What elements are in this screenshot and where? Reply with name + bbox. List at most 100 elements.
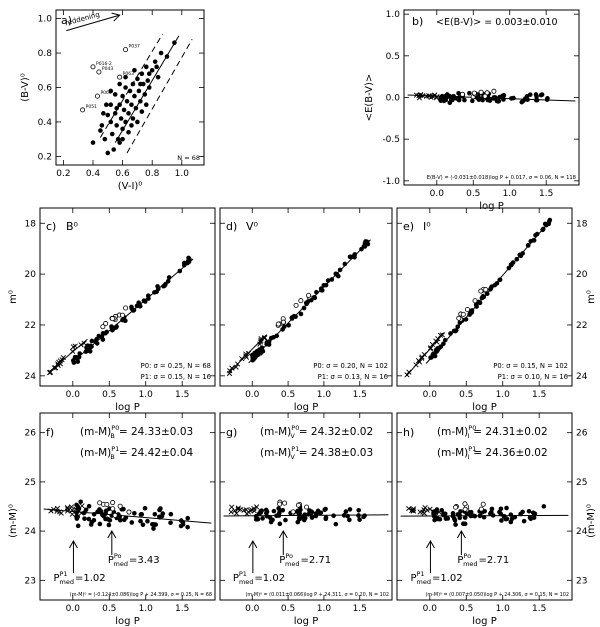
data-point-p1 [413, 92, 420, 98]
arrow-head [111, 12, 121, 22]
data-point [112, 92, 118, 97]
data-point [271, 508, 277, 514]
data-point [352, 254, 357, 260]
data-point [512, 514, 518, 520]
data-point [477, 513, 483, 519]
data-point [488, 287, 493, 292]
data-point [325, 278, 331, 283]
x-tick-label: 1.5 [532, 604, 546, 614]
data-point-open [94, 93, 100, 99]
y-tick-label: 20 [576, 270, 588, 280]
stats-p0: P0: σ = 0.20, N = 102 [313, 362, 388, 370]
data-point-p1 [233, 364, 239, 370]
data-point [518, 511, 523, 517]
data-point-p1 [253, 504, 260, 510]
data-point-open [460, 311, 466, 317]
plot-area [223, 499, 389, 527]
data-point [495, 99, 501, 104]
data-point-p1 [404, 372, 410, 378]
dm-sub: I [467, 453, 469, 461]
data-point [542, 221, 548, 227]
data-point [312, 295, 318, 301]
panel-title: <E(B-V)> = 0.003±0.010 [436, 17, 558, 28]
data-point [309, 515, 315, 520]
data-point [91, 511, 97, 517]
data-point [185, 524, 190, 530]
panel-d: 0.0 0.5 1.0 1.5 log P d) V⁰ P0: σ = 0.20, N = 1… [219, 207, 393, 413]
pmed-super: P1 [59, 570, 67, 578]
dm-sub: B [110, 432, 114, 440]
data-point [337, 267, 343, 273]
dm-super: P1 [291, 445, 299, 453]
data-point [455, 512, 461, 517]
data-point-p1 [247, 508, 253, 514]
data-point [74, 514, 79, 519]
x-tick-label: 0.5 [102, 390, 116, 400]
pmed-super: P1 [416, 570, 424, 578]
x-axis-label: log P [294, 402, 318, 413]
pmed-p: P [108, 555, 114, 566]
data-point-p1 [427, 506, 433, 512]
data-point [527, 92, 533, 97]
data-point [126, 111, 131, 116]
data-point [321, 283, 327, 288]
data-point [506, 265, 512, 271]
data-point [428, 355, 433, 360]
data-point [528, 238, 534, 244]
data-point [178, 518, 184, 523]
dm-sub: I [467, 432, 469, 440]
y-axis-label: m⁰ [586, 290, 597, 304]
data-point [86, 503, 92, 509]
data-point [494, 281, 500, 286]
data-point [120, 93, 125, 99]
data-point [89, 519, 95, 525]
data-point [163, 281, 168, 287]
data-point [143, 64, 149, 70]
data-point [137, 304, 143, 309]
data-point [83, 507, 89, 513]
data-point [129, 102, 134, 108]
panel-c: 0.0 0.5 1.0 1.5 18 20 22 24 log P c) B⁰ m⁰ P0: σ = 0… [8, 207, 216, 413]
y-tick-label: 26 [25, 429, 37, 439]
data-point [129, 520, 135, 525]
band-label: B⁰ [66, 220, 79, 233]
y-tick-label: 25 [25, 478, 36, 488]
data-point [517, 252, 523, 258]
data-point [106, 522, 112, 528]
data-point [514, 256, 520, 262]
x-tick-label: 0.5 [281, 604, 295, 614]
data-point-p1 [420, 92, 426, 99]
data-point [439, 508, 445, 513]
x-tick-label: 0.5 [459, 604, 473, 614]
dm-prefix: (m-M) [437, 426, 468, 438]
star-label: P016-2 [96, 61, 112, 67]
data-point [462, 97, 467, 103]
data-point [98, 128, 103, 133]
data-point-open [119, 312, 125, 318]
y-tick-label: 26 [576, 429, 588, 439]
data-point [522, 96, 528, 101]
data-point [153, 522, 159, 527]
data-point [105, 150, 111, 156]
pmed-label: PPo med=3.43 [108, 552, 160, 568]
dm-prefix: (m-M) [260, 426, 291, 438]
fit-text: (m-M)⁰ = (0.011±0.066)log P + 24.311, σ … [245, 592, 389, 598]
band-label: V⁰ [246, 220, 259, 233]
dm-text: (m-M)P0 I = 24.31±0.02 [437, 424, 548, 440]
data-point-p1 [413, 362, 419, 368]
pmed-sub: med [417, 578, 431, 586]
star-label: P069 [100, 90, 111, 96]
data-point [488, 511, 493, 516]
data-point-p1 [69, 511, 75, 517]
data-point-open [459, 91, 465, 97]
data-point-p1 [227, 368, 233, 374]
data-point [453, 95, 459, 101]
data-point [146, 296, 151, 301]
pmed-super: Po [114, 552, 122, 560]
data-point [525, 242, 531, 248]
data-point [316, 510, 322, 515]
x-axis-label: log P [472, 616, 496, 627]
data-point [251, 352, 257, 357]
data-point [130, 116, 136, 121]
